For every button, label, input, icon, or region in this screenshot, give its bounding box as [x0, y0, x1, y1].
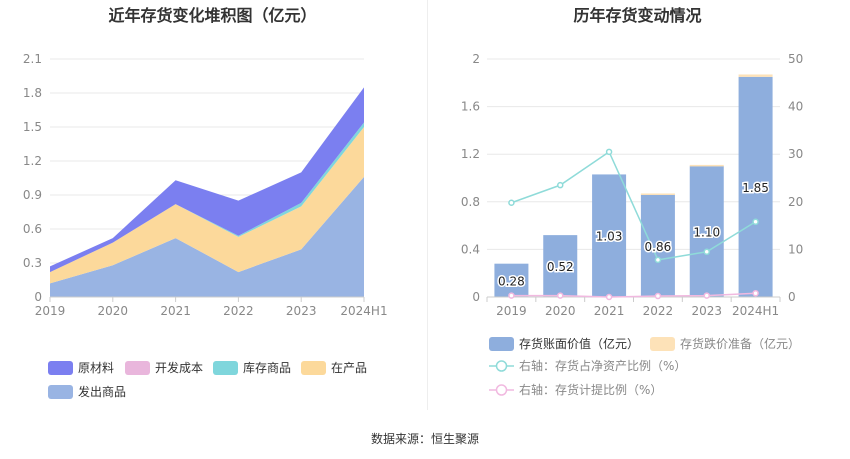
- point-ratio_net: [605, 148, 613, 156]
- y-right-tick-label: 40: [788, 100, 803, 114]
- bar-book-value: [689, 166, 724, 297]
- legend-label-raw: 原材料: [78, 361, 114, 375]
- legend-marker-net: [495, 360, 508, 372]
- y-left-tick-label: 1.2: [461, 147, 480, 161]
- legend-swatch-dev: [125, 361, 150, 375]
- y-left-tick-label: 0.4: [461, 242, 480, 256]
- legend-label-net: 右轴：存货占净资产比例（%）: [519, 358, 686, 373]
- line-ratio_provision: [511, 292, 756, 298]
- y-left-tick-label: 1.6: [461, 100, 480, 114]
- x-tick-label: 2019: [35, 304, 66, 318]
- right-chart-title: 历年存货变动情况: [573, 6, 702, 25]
- point-ratio_net: [654, 256, 662, 264]
- area-shipped: [50, 176, 364, 297]
- y-tick-label: 0.3: [23, 256, 42, 270]
- bar-book-value: [640, 194, 675, 297]
- data-source: 数据来源：恒生聚源: [370, 432, 479, 446]
- y-tick-label: 1.8: [23, 86, 42, 100]
- point-ratio_provision: [605, 293, 613, 301]
- x-tick-label: 2024H1: [732, 304, 779, 318]
- legend-label-provision: 存货跌价准备（亿元）: [680, 336, 800, 351]
- line-ratio_net: [511, 150, 756, 261]
- y-tick-label: 1.2: [23, 154, 42, 168]
- x-tick-label: 2019: [496, 304, 527, 318]
- y-tick-label: 0: [34, 290, 42, 304]
- legend-swatch-shipped: [48, 385, 73, 399]
- y-right-tick-label: 50: [788, 52, 803, 66]
- y-left-tick-label: 0: [472, 290, 480, 304]
- legend-swatch-raw: [48, 361, 73, 375]
- bar-data-label: 1.85: [742, 181, 769, 195]
- x-tick-label: 2022: [643, 304, 674, 318]
- legend-label-shipped: 发出商品: [78, 384, 126, 399]
- y-left-tick-label: 2: [472, 52, 480, 66]
- x-tick-label: 2020: [545, 304, 576, 318]
- point-ratio_provision: [557, 292, 564, 299]
- legend-label-book-value: 存货账面价值（亿元）: [519, 336, 639, 351]
- bar-book-value: [738, 76, 773, 297]
- stacked-area-chart: 0 0.3 0.6 0.9 1.2 1.5 1.8 2.1 2019 2020 2021 2022 20…: [23, 52, 388, 399]
- bar-data-label: 0.86: [645, 240, 672, 254]
- bar-provision: [640, 193, 675, 195]
- legend-swatch-goods: [213, 361, 238, 375]
- area-raw: [50, 87, 364, 273]
- x-tick-label: 2021: [594, 304, 625, 318]
- x-tick-label: 2023: [691, 304, 722, 318]
- y-tick-label: 2.1: [23, 52, 42, 66]
- y-right-tick-label: 0: [788, 290, 796, 304]
- point-ratio_provision: [752, 289, 759, 297]
- y-tick-label: 1.5: [23, 120, 42, 134]
- legend-swatch-book-value: [489, 337, 514, 351]
- point-ratio_net: [557, 181, 564, 189]
- point-ratio_net: [508, 199, 515, 207]
- legend-label-dev: 开发成本: [155, 360, 203, 375]
- area-wip: [50, 127, 364, 284]
- point-ratio_provision: [654, 292, 662, 300]
- y-right-tick-label: 30: [788, 147, 803, 161]
- chart-divider: [427, 0, 428, 410]
- y-left-tick-label: 0.8: [461, 195, 480, 209]
- point-ratio_net: [752, 218, 759, 226]
- left-chart-title: 近年存货变化堆积图（亿元）: [108, 6, 317, 25]
- point-ratio_provision: [703, 292, 710, 299]
- legend-swatch-provision: [650, 337, 675, 351]
- legend-label-goods: 库存商品: [243, 360, 291, 375]
- bar-book-value: [592, 174, 627, 297]
- point-ratio_net: [703, 248, 710, 256]
- x-tick-label: 2022: [223, 304, 254, 318]
- bar-data-label: 0.28: [498, 274, 525, 288]
- legend-swatch-wip: [301, 361, 326, 375]
- x-tick-label: 2021: [160, 304, 191, 318]
- bar-data-label: 1.10: [693, 226, 720, 240]
- legend-label-wip: 在产品: [331, 361, 367, 375]
- bar-provision: [689, 164, 724, 167]
- bar-provision: [738, 74, 773, 77]
- bar-book-value: [543, 235, 578, 297]
- x-tick-label: 2024H1: [340, 304, 387, 318]
- y-tick-label: 0.9: [23, 188, 42, 202]
- legend-marker-provision-ratio: [495, 384, 508, 396]
- bar-data-label: 1.03: [596, 230, 623, 244]
- bar-book-value: [494, 263, 529, 297]
- y-tick-label: 0.6: [23, 222, 42, 236]
- point-ratio_provision: [508, 292, 515, 299]
- y-right-tick-label: 20: [788, 195, 803, 209]
- bar-data-label: 0.52: [547, 260, 574, 274]
- legend-label-provision-ratio: 右轴：存货计提比例（%）: [519, 382, 662, 397]
- x-tick-label: 2023: [286, 304, 317, 318]
- x-tick-label: 2020: [98, 304, 129, 318]
- y-right-tick-label: 10: [788, 242, 803, 256]
